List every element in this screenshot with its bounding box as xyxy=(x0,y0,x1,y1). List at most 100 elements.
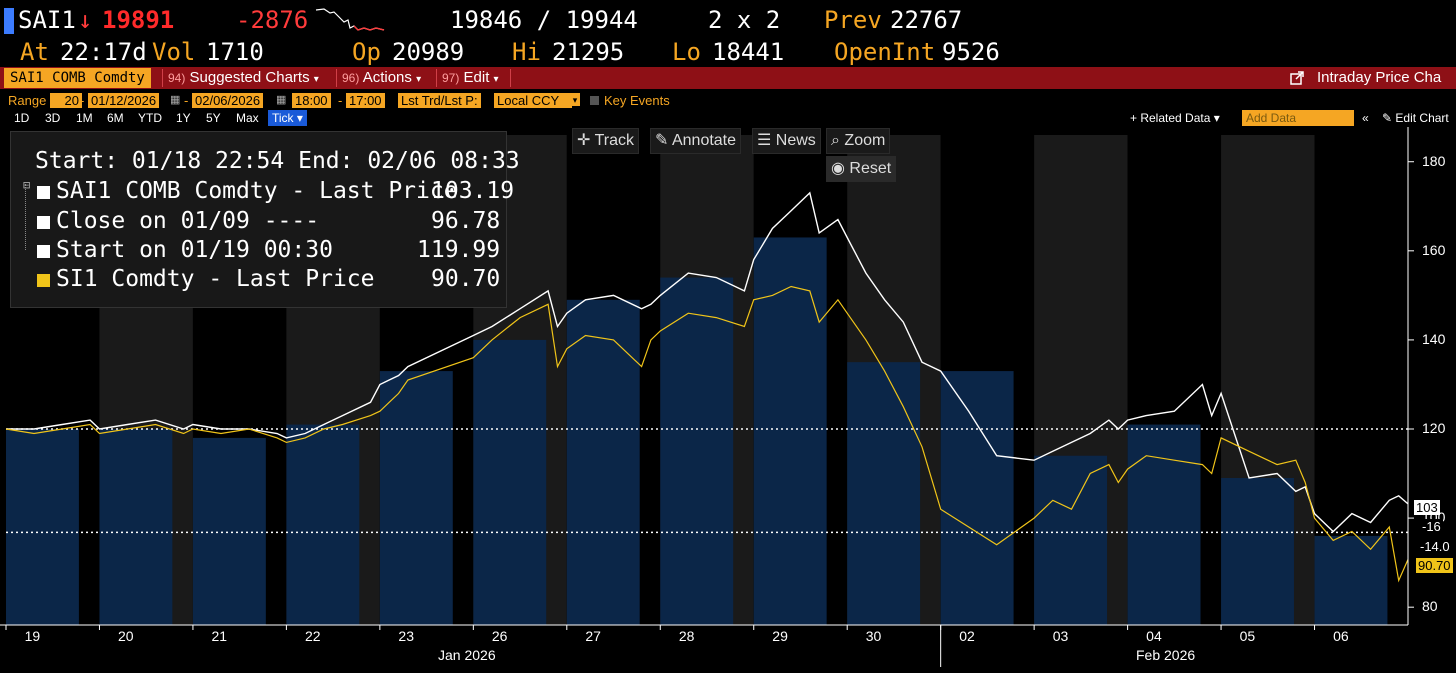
annotate-button[interactable]: ✎ Annotate xyxy=(650,128,742,154)
legend-label: Close on 01/09 ---- xyxy=(56,208,320,234)
news-button[interactable]: ☰ News xyxy=(752,128,821,154)
x-tick-label: 05 xyxy=(1239,628,1256,644)
reset-button[interactable]: ◉ Reset xyxy=(826,156,897,182)
add-data-input[interactable]: Add Data xyxy=(1242,110,1354,126)
calendar-icon[interactable]: ▦ xyxy=(276,94,287,106)
key-events-checkbox[interactable] xyxy=(590,96,599,105)
x-tick-label: 29 xyxy=(772,628,788,644)
session-area-30 xyxy=(847,362,921,625)
end-date-input[interactable]: 02/06/2026 xyxy=(192,93,264,108)
legend-swatch xyxy=(37,274,50,287)
period-6m[interactable]: 6M xyxy=(107,111,124,125)
sparkline-icon xyxy=(315,8,385,31)
net-change: -2876 xyxy=(236,6,309,34)
currency-select[interactable]: Local CCY xyxy=(494,93,572,108)
at-label: At xyxy=(20,38,49,66)
period-1d[interactable]: 1D xyxy=(14,111,30,125)
date-separator: - xyxy=(184,93,189,108)
x-tick-label: 23 xyxy=(398,628,414,644)
period-3d[interactable]: 3D xyxy=(45,111,61,125)
chart-legend[interactable]: Start: 01/18 22:54 End: 02/06 08:33 ⊟ SA… xyxy=(10,131,520,308)
caret-down-icon[interactable]: ▾ xyxy=(570,93,580,106)
track-button[interactable]: ✛ Track xyxy=(572,128,639,154)
period-max[interactable]: Max xyxy=(236,111,259,125)
low-value: 18441 xyxy=(712,38,785,66)
period-ytd[interactable]: YTD xyxy=(138,111,162,125)
quote-header: SAI1 ↓ 19891 -2876 19846 / 19944 2 x 2 P… xyxy=(0,0,1456,68)
axes xyxy=(0,127,1414,667)
caret-down-icon: ▾ xyxy=(313,74,319,85)
price-tag-sai1: 103 xyxy=(1414,500,1440,515)
divider xyxy=(510,69,511,87)
edit-number: 97) xyxy=(442,71,460,85)
legend-value: 103.19 xyxy=(431,178,515,204)
vol-value: 1710 xyxy=(206,38,264,66)
divider xyxy=(436,69,437,87)
low-label: Lo xyxy=(672,38,701,66)
x-tick-label: 22 xyxy=(304,628,321,644)
y-tick-label: 120 xyxy=(1422,420,1446,436)
legend-value: 96.78 xyxy=(431,208,501,234)
legend-label: SI1 Comdty - Last Price xyxy=(56,266,375,292)
reset-label: Reset xyxy=(849,160,892,177)
collapse-tree-icon[interactable]: ⊟ xyxy=(23,178,31,192)
session-area-26 xyxy=(473,339,547,625)
month-label: Jan 2026 xyxy=(438,647,496,663)
suggested-charts-menu[interactable]: 94) Suggested Charts ▾ xyxy=(168,67,319,89)
suggested-label: Suggested Charts xyxy=(189,69,310,86)
range-label: Range xyxy=(8,93,47,108)
window-title: Intraday Price Cha xyxy=(1317,69,1442,86)
caret-down-icon: ▾ xyxy=(493,74,499,85)
suggested-number: 94) xyxy=(168,71,186,85)
open-interest-value: 9526 xyxy=(942,38,1000,66)
legend-label: SAI1 COMB Comdty - Last Price xyxy=(56,178,458,204)
end-time-input[interactable]: 17:00 xyxy=(346,93,385,108)
legend-label: Start on 01/19 00:30 xyxy=(56,237,333,263)
security-ticker-box[interactable]: SAI1 COMB Comdty xyxy=(4,68,151,88)
session-area-28 xyxy=(660,277,734,625)
session-area-23 xyxy=(379,371,453,625)
time-separator: - xyxy=(338,93,343,108)
calendar-icon[interactable]: ▦ xyxy=(170,94,181,106)
track-label: Track xyxy=(594,132,634,149)
y-tick-label: 140 xyxy=(1422,330,1446,347)
last-time: 22:17d xyxy=(60,38,147,66)
y-tick-label: 180 xyxy=(1422,152,1446,169)
edit-menu[interactable]: 97) Edit ▾ xyxy=(442,67,499,89)
ticker-symbol[interactable]: SAI1 xyxy=(18,6,76,34)
x-tick-label: 26 xyxy=(491,628,508,644)
news-label: News xyxy=(775,132,816,149)
reference-lines xyxy=(6,428,1408,534)
field-select[interactable]: Lst Trd/Lst P: xyxy=(398,93,481,108)
period-5y[interactable]: 5Y xyxy=(206,111,221,125)
tick-button[interactable]: Tick ▾ xyxy=(268,110,307,126)
range-input[interactable]: 20 xyxy=(50,93,82,108)
period-bar: 1D 3D 1M 6M YTD 1Y 5Y Max Tick ▾ + Relat… xyxy=(0,109,1456,127)
related-data-button[interactable]: + Related Data ▾ xyxy=(1130,111,1220,125)
session-area-21 xyxy=(192,437,266,625)
x-tick-label: 21 xyxy=(211,628,228,644)
external-link-icon[interactable] xyxy=(1290,71,1304,85)
open-interest-label: OpenInt xyxy=(834,38,936,66)
high-value: 21295 xyxy=(552,38,625,66)
start-date-input[interactable]: 01/12/2026 xyxy=(88,93,160,108)
actions-number: 96) xyxy=(342,71,360,85)
session-area-27 xyxy=(566,299,640,625)
period-1m[interactable]: 1M xyxy=(76,111,93,125)
collapse-icon[interactable]: « xyxy=(1362,111,1369,125)
session-area-20 xyxy=(99,429,173,625)
legend-value: 119.99 xyxy=(417,237,501,263)
pencil-icon: ✎ xyxy=(655,132,669,149)
actions-menu[interactable]: 96) Actions ▾ xyxy=(342,67,421,89)
session-area-05 xyxy=(1221,478,1294,625)
bid-ask-size: 2 x 2 xyxy=(708,6,781,34)
period-1y[interactable]: 1Y xyxy=(176,111,191,125)
legend-swatch xyxy=(37,245,50,258)
session-area-22 xyxy=(286,424,360,625)
y-tick-label: 160 xyxy=(1422,241,1446,258)
open-label: Op xyxy=(352,38,381,66)
start-time-input[interactable]: 18:00 xyxy=(292,93,331,108)
zoom-button[interactable]: ⌕ Zoom xyxy=(826,128,891,154)
edit-chart-button[interactable]: ✎ Edit Chart xyxy=(1382,111,1449,125)
key-events-label: Key Events xyxy=(604,93,670,108)
